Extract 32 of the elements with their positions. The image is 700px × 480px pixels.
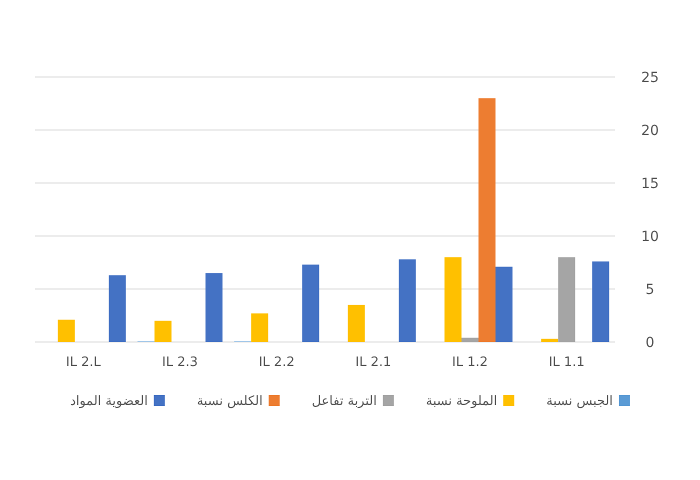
bar: [398, 259, 416, 342]
bar: [58, 320, 75, 342]
legend-label: العضوية المواد: [70, 394, 148, 409]
legend-label: التربة تفاعل: [312, 394, 377, 409]
bar: [154, 320, 172, 342]
x-tick-label: IL 2.2: [258, 355, 295, 370]
bar: [302, 264, 320, 342]
bar: [251, 313, 268, 342]
x-tick-label: IL 1.2: [452, 355, 488, 370]
y-tick-label: 10: [641, 229, 659, 245]
y-tick-label: 25: [641, 70, 659, 86]
bar: [206, 273, 222, 342]
y-tick-label: 15: [641, 176, 659, 192]
bar: [592, 261, 610, 342]
legend-label: الملوحة نسبة: [426, 394, 498, 409]
y-tick-label: 0: [646, 335, 654, 351]
x-tick-label: IL 2.3: [162, 355, 198, 370]
x-tick-label: IL 2.L: [66, 355, 102, 370]
legend-label: الكلس نسبة: [196, 394, 263, 409]
bar: [108, 275, 126, 342]
bar: [462, 338, 478, 342]
bar: [348, 304, 365, 342]
bar: [496, 266, 512, 342]
bar: [541, 338, 558, 342]
legend-label: الجبس نسبة: [546, 394, 613, 409]
bar: [444, 257, 462, 342]
x-tick-label: IL 2.1: [355, 355, 392, 370]
bar: [478, 98, 496, 342]
y-tick-label: 5: [646, 282, 654, 298]
y-tick-label: 20: [641, 123, 659, 139]
x-tick-label: IL 1.1: [548, 355, 585, 370]
bar: [558, 257, 576, 342]
